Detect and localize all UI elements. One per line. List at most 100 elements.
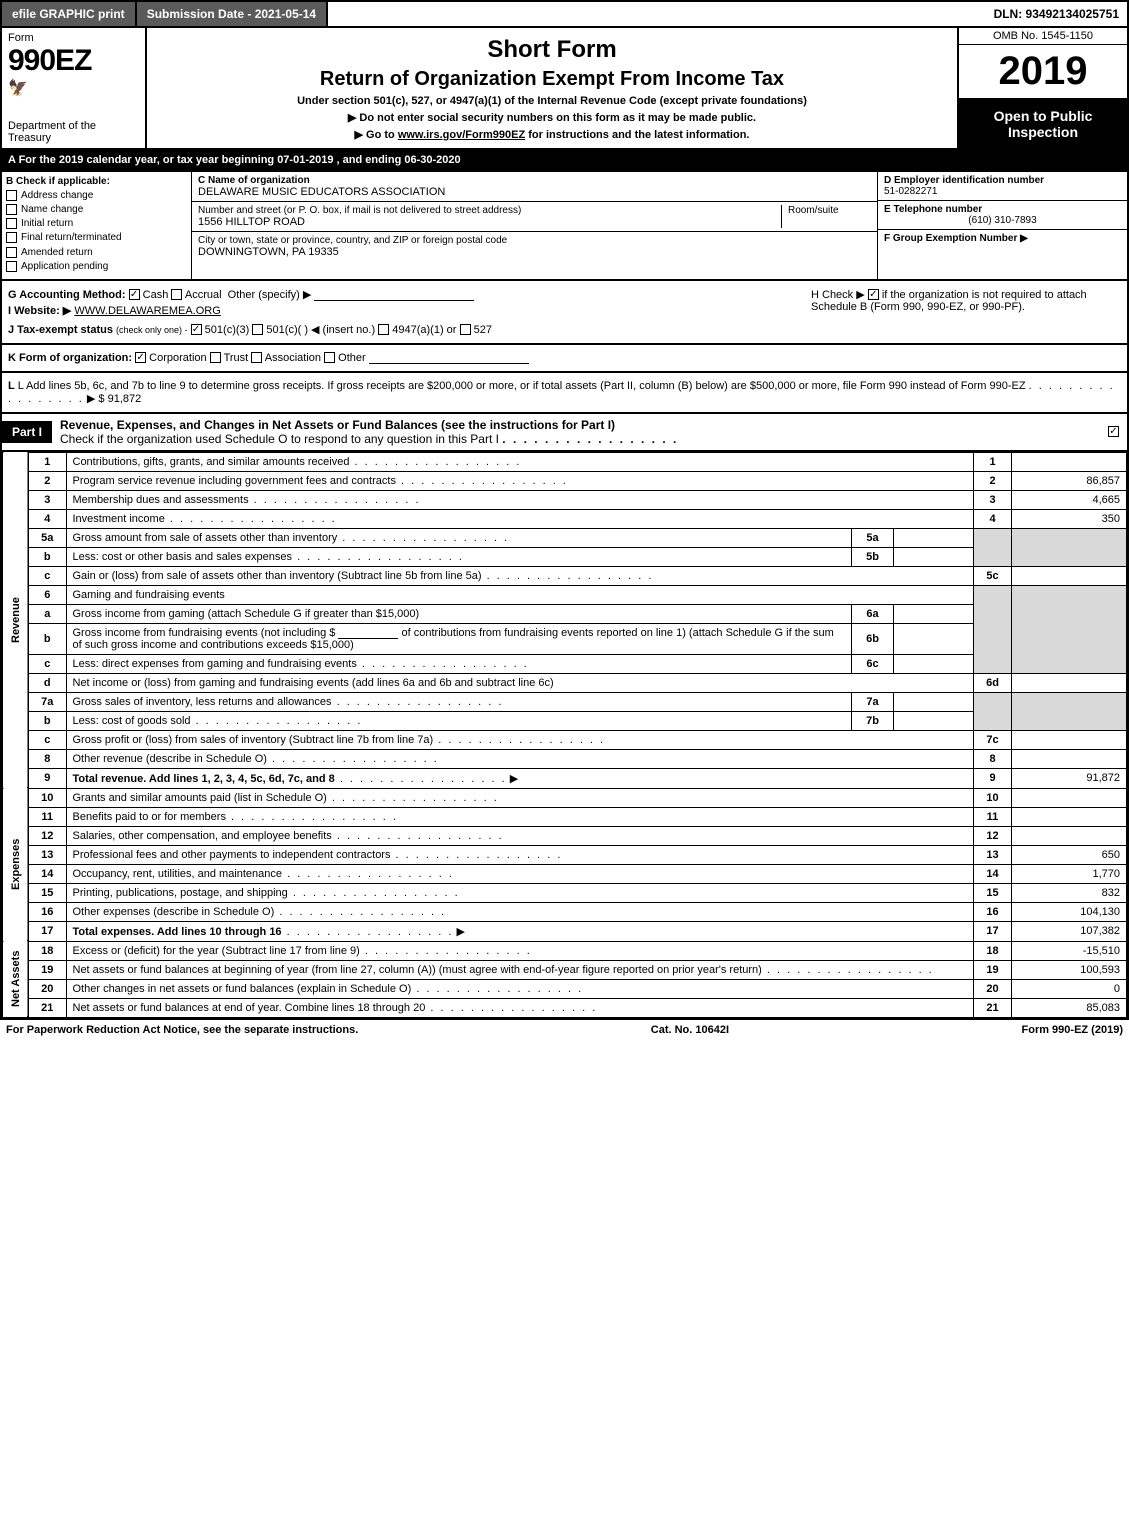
line-num: 2 — [28, 471, 66, 490]
addr-label: Number and street (or P. O. box, if mail… — [198, 205, 521, 216]
checkbox-4947[interactable] — [378, 324, 389, 335]
checkbox-trust[interactable] — [210, 352, 221, 363]
line-desc: Membership dues and assessments — [73, 494, 421, 506]
checkbox-527[interactable] — [460, 324, 471, 335]
line-num: 15 — [28, 883, 66, 902]
table-row: Revenue 1 Contributions, gifts, grants, … — [3, 452, 1127, 471]
line-ref: 12 — [974, 826, 1012, 845]
ein: 51-0282271 — [884, 186, 937, 197]
line-amt: 100,593 — [1012, 960, 1127, 979]
checkbox-initial-return[interactable] — [6, 218, 17, 229]
line-desc: Gross income from gaming (attach Schedul… — [66, 604, 852, 623]
subtitle-section: Under section 501(c), 527, or 4947(a)(1)… — [155, 95, 949, 107]
sub-num: 5b — [852, 547, 894, 566]
website-link[interactable]: WWW.DELAWAREMEA.ORG — [74, 305, 220, 317]
side-expenses: Expenses — [3, 788, 29, 941]
dots — [282, 926, 454, 938]
check-label: Initial return — [21, 218, 73, 229]
omb-number: OMB No. 1545-1150 — [959, 28, 1127, 45]
g-accrual: Accrual — [185, 289, 222, 301]
part1-title-text: Revenue, Expenses, and Changes in Net As… — [60, 418, 615, 432]
line-desc: Other changes in net assets or fund bala… — [73, 983, 584, 995]
j-note: (check only one) - — [116, 325, 188, 335]
line-ref: 10 — [974, 788, 1012, 807]
check-label: Name change — [21, 204, 83, 215]
checkbox-assoc[interactable] — [251, 352, 262, 363]
line-num: 18 — [28, 941, 66, 960]
line-amt: 85,083 — [1012, 998, 1127, 1017]
line-ref: 19 — [974, 960, 1012, 979]
org-name: DELAWARE MUSIC EDUCATORS ASSOCIATION — [198, 186, 445, 198]
section-k: K Form of organization: Corporation Trus… — [0, 345, 1129, 373]
j-o3: 4947(a)(1) or — [392, 324, 456, 336]
line-desc: Investment income — [73, 513, 337, 525]
table-row: d Net income or (loss) from gaming and f… — [3, 673, 1127, 692]
line-ref: 2 — [974, 471, 1012, 490]
g-other-blank[interactable] — [314, 289, 474, 301]
line-desc: Occupancy, rent, utilities, and maintena… — [73, 868, 454, 880]
sub-amt — [894, 711, 974, 730]
checkbox-name-change[interactable] — [6, 204, 17, 215]
shade-cell — [974, 692, 1012, 730]
dln-number: DLN: 93492134025751 — [986, 3, 1127, 25]
checkbox-corp[interactable] — [135, 352, 146, 363]
line-num: 21 — [28, 998, 66, 1017]
checkbox-amended-return[interactable] — [6, 247, 17, 258]
line-amt: 832 — [1012, 883, 1127, 902]
part1-table: Revenue 1 Contributions, gifts, grants, … — [0, 452, 1129, 1020]
line-ref: 9 — [974, 768, 1012, 788]
c-label: C Name of organization — [198, 175, 310, 186]
r6b-blank[interactable] — [338, 627, 398, 639]
topbar: efile GRAPHIC print Submission Date - 20… — [0, 0, 1129, 28]
line-num: b — [28, 547, 66, 566]
header-right: OMB No. 1545-1150 2019 Open to Public In… — [957, 28, 1127, 148]
part1-check-text: Check if the organization used Schedule … — [60, 432, 499, 446]
form-header: Form 990EZ 🦅 Department of the Treasury … — [0, 28, 1129, 150]
line-l: L L Add lines 5b, 6c, and 7b to line 9 t… — [8, 380, 1121, 405]
checkbox-h[interactable] — [868, 289, 879, 300]
line-num: b — [28, 711, 66, 730]
line-k: K Form of organization: Corporation Trus… — [8, 352, 1121, 364]
dots — [360, 945, 532, 957]
checkbox-501c3[interactable] — [191, 324, 202, 335]
checkbox-application-pending[interactable] — [6, 261, 17, 272]
line-desc: Printing, publications, postage, and shi… — [73, 887, 460, 899]
line-num: 6 — [28, 585, 66, 604]
part1-dots — [502, 432, 678, 446]
section-l: L L Add lines 5b, 6c, and 7b to line 9 t… — [0, 373, 1129, 414]
k-o2: Trust — [224, 352, 249, 364]
checkbox-schedule-o[interactable] — [1108, 426, 1119, 437]
line-desc: Salaries, other compensation, and employ… — [73, 830, 504, 842]
sub-num: 6b — [852, 623, 894, 654]
part1-check-right — [1108, 426, 1127, 438]
line-amt: -15,510 — [1012, 941, 1127, 960]
checkbox-other[interactable] — [324, 352, 335, 363]
h-pre: H Check ▶ — [811, 289, 865, 301]
line-num: 1 — [28, 452, 66, 471]
table-row: b Less: cost of goods sold 7b — [3, 711, 1127, 730]
checkbox-address-change[interactable] — [6, 190, 17, 201]
efile-print-button[interactable]: efile GRAPHIC print — [2, 2, 137, 26]
checkbox-cash[interactable] — [129, 289, 140, 300]
i-label: I Website: ▶ — [8, 305, 71, 317]
line-desc: Net assets or fund balances at beginning… — [73, 964, 762, 976]
org-address: 1556 HILLTOP ROAD — [198, 216, 305, 228]
table-row: 14 Occupancy, rent, utilities, and maint… — [3, 864, 1127, 883]
sub-amt — [894, 547, 974, 566]
table-row: 3 Membership dues and assessments 3 4,66… — [3, 490, 1127, 509]
k-other-blank[interactable] — [369, 352, 529, 364]
table-row: c Less: direct expenses from gaming and … — [3, 654, 1127, 673]
checkbox-501c[interactable] — [252, 324, 263, 335]
sub-amt — [894, 604, 974, 623]
line-amt: 91,872 — [1012, 768, 1127, 788]
line-ref: 13 — [974, 845, 1012, 864]
irs-link[interactable]: www.irs.gov/Form990EZ — [398, 129, 525, 141]
table-row: b Less: cost or other basis and sales ex… — [3, 547, 1127, 566]
f-label: F Group Exemption Number ▶ — [884, 233, 1028, 244]
phone: (610) 310-7893 — [884, 215, 1121, 226]
line-desc: Program service revenue including govern… — [73, 475, 568, 487]
header-center: Short Form Return of Organization Exempt… — [147, 28, 957, 148]
checkbox-accrual[interactable] — [171, 289, 182, 300]
checkbox-final-return[interactable] — [6, 232, 17, 243]
goto-post: for instructions and the latest informat… — [525, 129, 749, 141]
